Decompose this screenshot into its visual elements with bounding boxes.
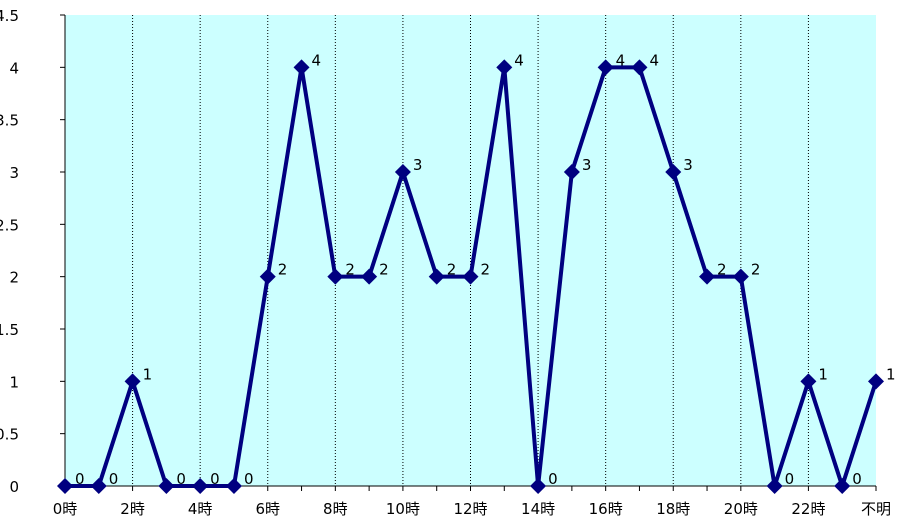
data-point	[530, 478, 547, 494]
x-tick-label: 4時	[188, 500, 213, 518]
data-point	[57, 478, 73, 494]
data-point	[665, 164, 682, 180]
data-label: 4	[616, 51, 626, 69]
x-tick-label: 22時	[791, 500, 825, 518]
data-label: 0	[210, 470, 220, 488]
data-label: 0	[852, 470, 862, 488]
x-tick-label: 2時	[120, 500, 145, 518]
y-tick-label: 1.5	[0, 321, 19, 339]
x-tick-label: 6時	[255, 500, 280, 518]
x-tick-label: 12時	[453, 500, 487, 518]
data-label: 3	[683, 156, 693, 174]
x-tick-label: 18時	[656, 500, 690, 518]
data-point	[90, 478, 107, 494]
data-point	[597, 59, 614, 76]
data-point	[428, 268, 445, 285]
x-tick-label: 0時	[53, 500, 78, 518]
data-point	[327, 268, 344, 285]
y-tick-label: 2.5	[0, 216, 19, 234]
data-label: 3	[413, 156, 423, 174]
data-label: 1	[886, 365, 896, 383]
data-label: 0	[109, 470, 119, 488]
data-point	[631, 59, 648, 76]
data-point	[563, 164, 580, 180]
x-tick-label: 16時	[589, 500, 623, 518]
data-label: 2	[345, 261, 355, 279]
y-tick-label: 4	[9, 59, 19, 77]
plot-area	[65, 15, 876, 486]
data-point	[834, 478, 851, 494]
data-point	[496, 59, 513, 76]
x-tick-label: 10時	[386, 500, 420, 518]
y-tick-label: 0	[9, 478, 19, 496]
data-point	[766, 478, 783, 494]
data-point	[124, 373, 141, 390]
data-point	[868, 373, 884, 390]
data-label: 2	[751, 261, 761, 279]
data-label: 2	[379, 261, 389, 279]
data-point	[732, 268, 749, 285]
y-tick-label: 0.5	[0, 426, 19, 444]
y-tick-label: 2	[9, 269, 19, 287]
data-label: 4	[649, 51, 659, 69]
data-point	[699, 268, 716, 285]
data-label: 2	[278, 261, 288, 279]
data-point	[293, 59, 310, 76]
data-point	[225, 478, 242, 494]
data-label: 0	[176, 470, 186, 488]
data-label: 0	[244, 470, 254, 488]
data-point	[800, 373, 817, 390]
data-point	[361, 268, 378, 285]
y-tick-label: 1	[9, 373, 19, 391]
x-tick-label: 14時	[521, 500, 555, 518]
data-label: 4	[514, 51, 524, 69]
data-point	[394, 164, 411, 180]
data-label: 4	[312, 51, 322, 69]
data-point	[158, 478, 175, 494]
x-tick-label: 20時	[724, 500, 758, 518]
data-label: 2	[717, 261, 727, 279]
data-label: 0	[785, 470, 795, 488]
data-point	[462, 268, 479, 285]
data-label: 2	[481, 261, 491, 279]
y-tick-label: 3	[9, 164, 19, 182]
x-tick-label: 8時	[323, 500, 348, 518]
data-point	[192, 478, 209, 494]
data-label: 2	[447, 261, 457, 279]
x-tick-label: 不明	[861, 500, 891, 518]
data-label: 3	[582, 156, 592, 174]
data-label: 1	[143, 365, 153, 383]
data-label: 0	[548, 470, 558, 488]
y-tick-label: 3.5	[0, 112, 19, 130]
data-label: 1	[818, 365, 828, 383]
data-point	[259, 268, 276, 285]
y-tick-label: 4.5	[0, 7, 19, 25]
data-label: 0	[75, 470, 85, 488]
